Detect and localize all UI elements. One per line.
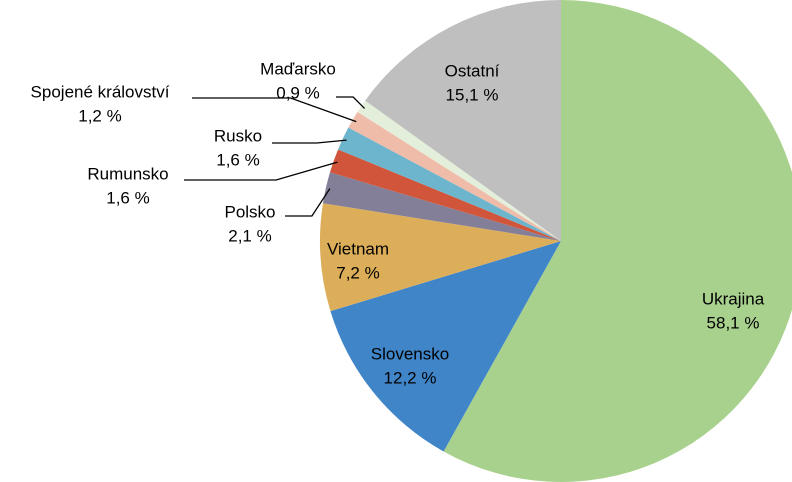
leader-line xyxy=(184,161,338,181)
pie-slice xyxy=(357,100,561,241)
slice-label: Ukrajina xyxy=(702,289,765,308)
pie-slice xyxy=(319,203,561,312)
slice-label: Maďarsko xyxy=(260,59,336,78)
pie-slice xyxy=(338,127,561,241)
slice-value: 2,1 % xyxy=(228,226,271,245)
slice-value: 58,1 % xyxy=(707,313,760,332)
slice-value: 1,2 % xyxy=(78,106,121,125)
leader-line xyxy=(192,97,357,123)
pie-slice xyxy=(329,149,561,241)
slice-value: 0,9 % xyxy=(276,83,319,102)
slice-value: 15,1 % xyxy=(446,85,499,104)
pie-slice xyxy=(443,0,792,482)
leader-line xyxy=(336,96,366,109)
slice-label: Slovensko xyxy=(371,344,449,363)
slice-value: 1,6 % xyxy=(216,150,259,169)
pie-slice xyxy=(348,111,561,241)
slice-label: Spojené království xyxy=(31,82,170,101)
slice-label: Rusko xyxy=(214,126,262,145)
slice-value: 7,2 % xyxy=(336,263,379,282)
slice-label: Polsko xyxy=(224,202,275,221)
leader-line xyxy=(272,139,347,144)
slice-value: 12,2 % xyxy=(384,368,437,387)
leader-line xyxy=(285,188,331,217)
slice-label: Vietnam xyxy=(327,239,389,258)
pie-slice xyxy=(322,172,561,241)
pie-slice xyxy=(330,241,561,452)
slice-value: 1,6 % xyxy=(106,188,149,207)
slice-label: Rumunsko xyxy=(87,164,168,183)
pie-slice xyxy=(365,0,561,241)
slice-label: Ostatní xyxy=(445,61,500,80)
